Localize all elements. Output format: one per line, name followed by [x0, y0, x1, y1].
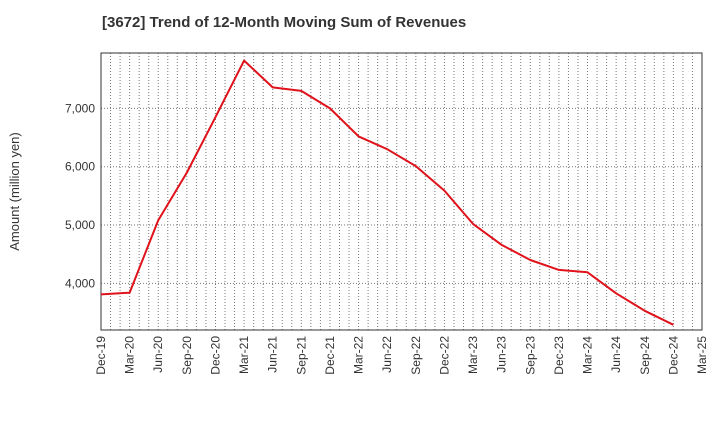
x-tick-label: Sep-20 [180, 336, 194, 375]
x-tick-label: Mar-23 [466, 336, 480, 374]
x-tick-label: Mar-22 [352, 336, 366, 374]
x-tick-label: Dec-20 [208, 336, 222, 375]
x-tick-label: Dec-24 [666, 336, 680, 375]
grid [101, 53, 702, 330]
x-tick-label: Mar-20 [123, 336, 137, 374]
x-tick-label: Jun-21 [266, 336, 280, 373]
x-tick-label: Mar-21 [237, 336, 251, 374]
y-axis-tick-labels: 4,000 5,000 6,000 7,000 [65, 101, 95, 290]
x-tick-label: Dec-21 [323, 336, 337, 375]
x-tick-label: Sep-22 [409, 336, 423, 375]
x-tick-label: Mar-24 [581, 336, 595, 374]
y-axis-title: Amount (million yen) [7, 132, 22, 251]
x-tick-label: Mar-25 [695, 336, 709, 374]
chart-title: [3672] Trend of 12-Month Moving Sum of R… [102, 14, 467, 31]
x-tick-label: Jun-22 [380, 336, 394, 373]
y-tick-label: 4,000 [65, 276, 95, 290]
x-tick-label: Jun-24 [609, 336, 623, 373]
plot-area-frame [100, 52, 703, 331]
x-tick-label: Dec-23 [552, 336, 566, 375]
y-tick-label: 7,000 [65, 101, 95, 115]
x-tick-label: Dec-22 [437, 336, 451, 375]
x-tick-label: Sep-21 [294, 336, 308, 375]
x-axis-tick-labels: Dec-19 Mar-20 Jun-20 Sep-20 Dec-20 Mar-21 Jun-… [94, 336, 709, 375]
x-tick-label: Dec-19 [94, 336, 108, 375]
x-tick-label: Jun-20 [151, 336, 165, 373]
y-tick-label: 5,000 [65, 218, 95, 232]
x-tick-label: Sep-24 [638, 336, 652, 375]
x-tick-label: Sep-23 [523, 336, 537, 375]
x-tick-label: Jun-23 [495, 336, 509, 373]
series-line [100, 59, 674, 326]
y-tick-label: 6,000 [65, 160, 95, 174]
